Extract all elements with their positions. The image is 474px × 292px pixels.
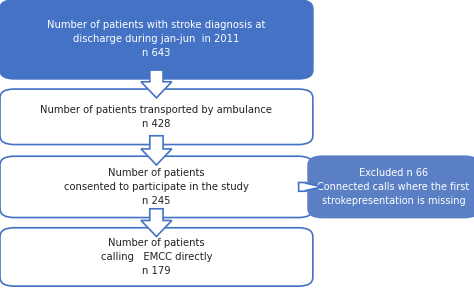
Text: Number of patients with stroke diagnosis at
discharge during jan-jun  in 2011
n : Number of patients with stroke diagnosis… <box>47 20 265 58</box>
FancyBboxPatch shape <box>0 228 313 286</box>
Text: Number of patients
consented to participate in the study
n 245: Number of patients consented to particip… <box>64 168 249 206</box>
Text: Number of patients
calling   EMCC directly
n 179: Number of patients calling EMCC directly… <box>100 238 212 276</box>
FancyBboxPatch shape <box>0 89 313 145</box>
Polygon shape <box>141 136 172 165</box>
FancyBboxPatch shape <box>0 0 313 79</box>
FancyBboxPatch shape <box>308 156 474 218</box>
Polygon shape <box>141 70 172 98</box>
Text: Excluded n 66
Connected calls where the first
strokepresentation is missing: Excluded n 66 Connected calls where the … <box>317 168 470 206</box>
Polygon shape <box>299 182 322 191</box>
FancyBboxPatch shape <box>0 156 313 218</box>
Polygon shape <box>141 209 172 237</box>
Text: Number of patients transported by ambulance
n 428: Number of patients transported by ambula… <box>40 105 273 129</box>
